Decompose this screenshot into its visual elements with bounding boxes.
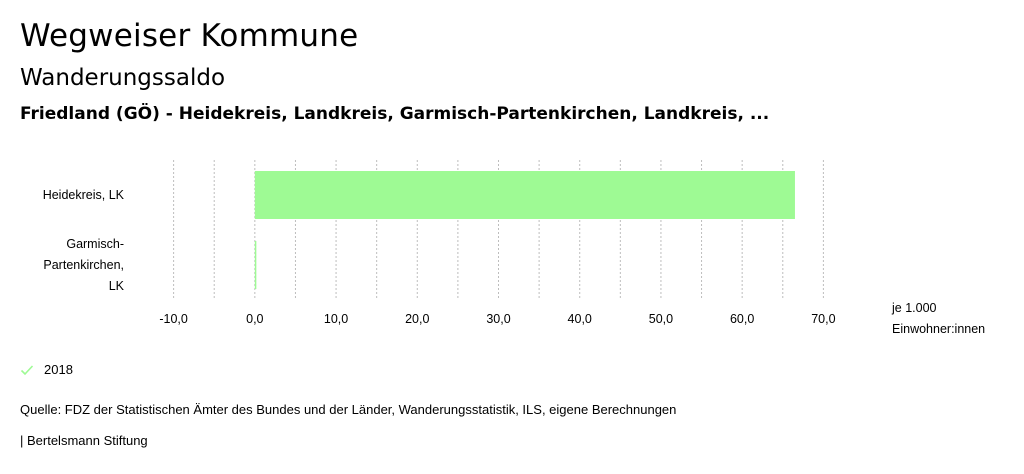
category-label: Garmisch- xyxy=(66,237,124,251)
category-labels: Heidekreis, LK Garmisch- Partenkirchen, LK xyxy=(43,188,125,293)
unit-label-line: je 1.000 xyxy=(891,301,937,315)
x-tick-label: -10,0 xyxy=(159,312,188,326)
category-label: LK xyxy=(109,279,125,293)
page-title: Wegweiser Kommune xyxy=(20,18,359,54)
unit-label-line: Einwohner:innen xyxy=(892,322,985,336)
x-tick-label: 70,0 xyxy=(811,312,835,326)
bar[interactable] xyxy=(254,171,795,219)
chart-subtitle: Wanderungssaldo xyxy=(20,65,226,91)
x-tick-labels: -10,0 0,0 10,0 20,0 30,0 40,0 50,0 60,0 70,0 xyxy=(159,312,835,326)
bars xyxy=(254,171,795,289)
x-tick-label: 50,0 xyxy=(649,312,673,326)
check-icon xyxy=(20,364,34,375)
credit-note: | Bertelsmann Stiftung xyxy=(20,433,148,448)
bar[interactable] xyxy=(254,241,257,289)
bar-chart: Heidekreis, LKGarmisch-Partenkirchen,LK … xyxy=(43,160,985,336)
x-tick-label: 60,0 xyxy=(730,312,754,326)
region-title: Friedland (GÖ) - Heidekreis, Landkreis, … xyxy=(20,104,770,124)
unit-label: je 1.000 Einwohner:innen xyxy=(891,301,985,336)
x-tick-label: 40,0 xyxy=(568,312,592,326)
legend-label: 2018 xyxy=(44,362,73,377)
x-tick-label: 10,0 xyxy=(324,312,348,326)
category-label: Partenkirchen, xyxy=(43,258,124,272)
x-tick-label: 20,0 xyxy=(405,312,429,326)
grid-lines xyxy=(173,160,824,300)
x-tick-label: 0,0 xyxy=(246,312,263,326)
category-label: Heidekreis, LK xyxy=(43,188,125,202)
source-note: Quelle: FDZ der Statistischen Ämter des … xyxy=(20,402,677,417)
x-tick-label: 30,0 xyxy=(486,312,510,326)
legend[interactable]: 2018 xyxy=(20,362,73,377)
